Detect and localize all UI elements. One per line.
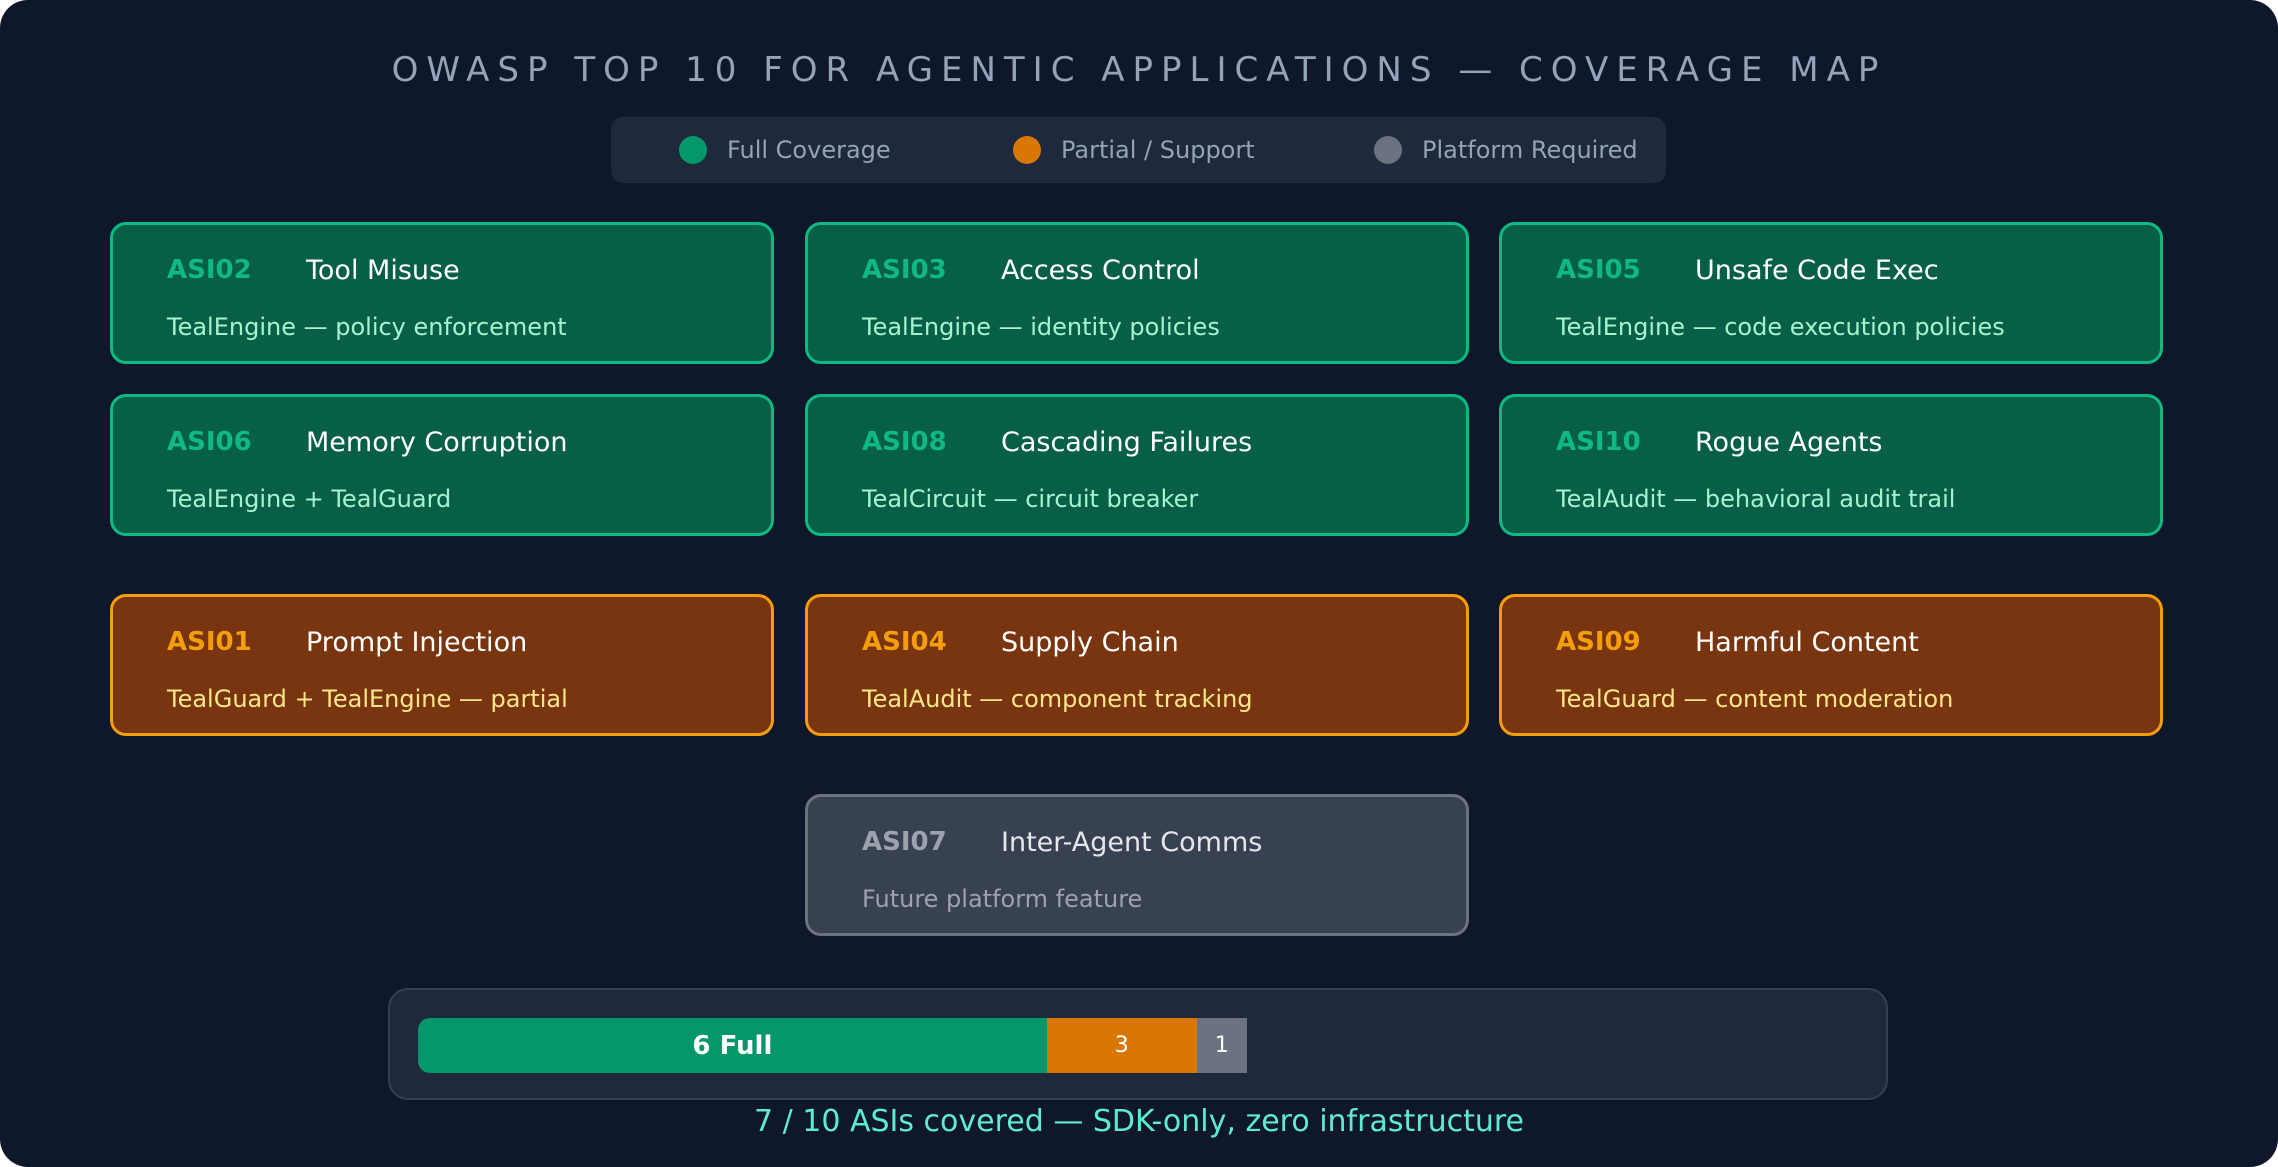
legend: Full Coverage Partial / Support Platform… <box>611 117 1666 183</box>
asi-name: Memory Corruption <box>306 427 568 458</box>
asi-description: TealAudit — behavioral audit trail <box>1556 485 1956 513</box>
asi-name: Harmful Content <box>1695 627 1919 658</box>
card-asi04: ASI04 Supply Chain TealAudit — component… <box>805 594 1469 736</box>
coverage-summary-panel: 6 Full 3 1 <box>388 988 1888 1100</box>
asi-name: Inter-Agent Comms <box>1001 827 1263 858</box>
asi-code: ASI06 <box>167 427 252 457</box>
asi-description: Future platform feature <box>862 885 1143 913</box>
asi-description: TealEngine — identity policies <box>862 313 1220 341</box>
full-count-label: 6 Full <box>692 1030 773 1061</box>
legend-item-partial: Partial / Support <box>1013 117 1255 183</box>
card-asi06: ASI06 Memory Corruption TealEngine + Tea… <box>110 394 774 536</box>
platform-required-dot-icon <box>1374 136 1402 164</box>
asi-code: ASI08 <box>862 427 947 457</box>
legend-label: Partial / Support <box>1061 136 1255 164</box>
partial-count-label: 3 <box>1114 1033 1129 1058</box>
asi-description: TealAudit — component tracking <box>862 685 1253 713</box>
asi-description: TealEngine + TealGuard <box>167 485 452 513</box>
full-coverage-segment: 6 Full <box>418 1018 1047 1073</box>
asi-code: ASI03 <box>862 255 947 285</box>
asi-code: ASI07 <box>862 827 947 857</box>
asi-code: ASI01 <box>167 627 252 657</box>
partial-support-dot-icon <box>1013 136 1041 164</box>
coverage-stacked-bar: 6 Full 3 1 <box>418 1018 1668 1073</box>
asi-code: ASI04 <box>862 627 947 657</box>
asi-description: TealEngine — policy enforcement <box>167 313 567 341</box>
legend-item-platform: Platform Required <box>1374 117 1638 183</box>
card-asi03: ASI03 Access Control TealEngine — identi… <box>805 222 1469 364</box>
card-asi10: ASI10 Rogue Agents TealAudit — behaviora… <box>1499 394 2163 536</box>
asi-name: Unsafe Code Exec <box>1695 255 1939 286</box>
card-asi01: ASI01 Prompt Injection TealGuard + TealE… <box>110 594 774 736</box>
asi-code: ASI10 <box>1556 427 1641 457</box>
full-coverage-dot-icon <box>679 136 707 164</box>
asi-description: TealEngine — code execution policies <box>1556 313 2005 341</box>
asi-name: Supply Chain <box>1001 627 1179 658</box>
asi-description: TealGuard + TealEngine — partial <box>167 685 568 713</box>
asi-name: Access Control <box>1001 255 1200 286</box>
asi-name: Cascading Failures <box>1001 427 1253 458</box>
asi-description: TealGuard — content moderation <box>1556 685 1954 713</box>
coverage-footer-text: 7 / 10 ASIs covered — SDK-only, zero inf… <box>754 1104 1524 1139</box>
platform-count-label: 1 <box>1214 1033 1229 1058</box>
asi-code: ASI09 <box>1556 627 1641 657</box>
partial-coverage-segment: 3 <box>1046 1018 1197 1073</box>
page-title: OWASP TOP 10 FOR AGENTIC APPLICATIONS — … <box>391 50 1887 90</box>
asi-name: Prompt Injection <box>306 627 528 658</box>
legend-label: Platform Required <box>1422 136 1638 164</box>
asi-description: TealCircuit — circuit breaker <box>862 485 1199 513</box>
legend-label: Full Coverage <box>727 136 891 164</box>
platform-required-segment: 1 <box>1196 1018 1247 1073</box>
card-asi07: ASI07 Inter-Agent Comms Future platform … <box>805 794 1469 936</box>
legend-item-full: Full Coverage <box>679 117 891 183</box>
card-asi02: ASI02 Tool Misuse TealEngine — policy en… <box>110 222 774 364</box>
card-asi09: ASI09 Harmful Content TealGuard — conten… <box>1499 594 2163 736</box>
asi-name: Tool Misuse <box>306 255 460 286</box>
card-asi08: ASI08 Cascading Failures TealCircuit — c… <box>805 394 1469 536</box>
card-asi05: ASI05 Unsafe Code Exec TealEngine — code… <box>1499 222 2163 364</box>
asi-code: ASI02 <box>167 255 252 285</box>
asi-name: Rogue Agents <box>1695 427 1883 458</box>
asi-code: ASI05 <box>1556 255 1641 285</box>
